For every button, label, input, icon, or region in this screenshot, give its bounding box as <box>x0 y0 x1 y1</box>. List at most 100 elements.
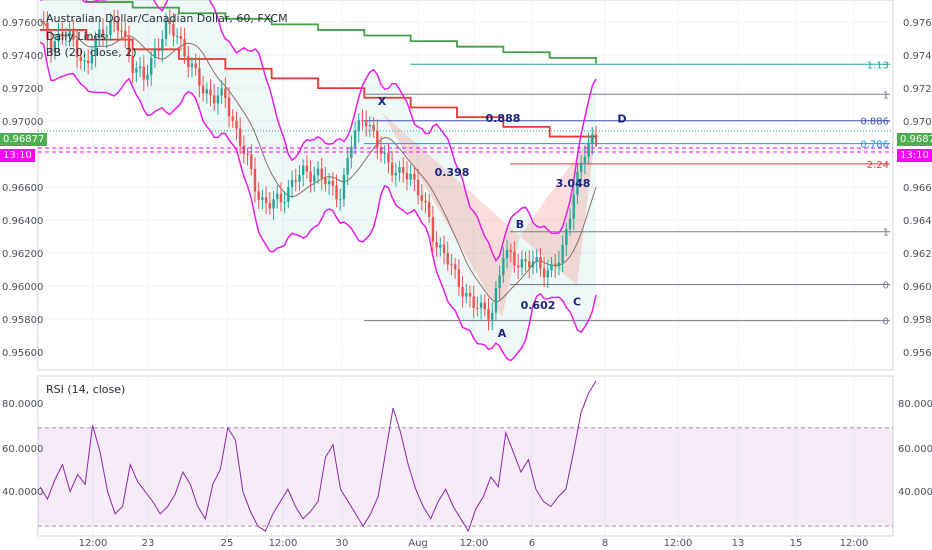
candle-body[interactable] <box>561 245 564 263</box>
candle-body[interactable] <box>457 269 461 288</box>
candle-body[interactable] <box>402 167 405 173</box>
candle-body[interactable] <box>183 39 186 57</box>
candle-body[interactable] <box>520 259 524 268</box>
main-pane[interactable] <box>37 0 894 371</box>
candle-body[interactable] <box>554 263 557 267</box>
candle-body[interactable] <box>468 292 472 297</box>
candle-body[interactable] <box>301 165 305 176</box>
candle-body[interactable] <box>505 249 509 259</box>
candle-body[interactable] <box>135 68 138 73</box>
candle-body[interactable] <box>420 195 423 201</box>
candle-body[interactable] <box>394 172 398 176</box>
candle-body[interactable] <box>227 97 231 117</box>
candle-body[interactable] <box>491 312 494 320</box>
candle-body[interactable] <box>127 36 131 56</box>
candle-body[interactable] <box>498 275 501 289</box>
candle-body[interactable] <box>298 175 301 182</box>
candle-body[interactable] <box>376 130 379 148</box>
candle-body[interactable] <box>509 249 512 252</box>
candle-body[interactable] <box>61 33 64 37</box>
candle-body[interactable] <box>439 244 442 248</box>
candle-body[interactable] <box>372 125 375 131</box>
candle-body[interactable] <box>190 63 194 67</box>
candle-body[interactable] <box>453 264 457 270</box>
candle-body[interactable] <box>187 56 190 67</box>
candle-body[interactable] <box>287 187 290 202</box>
candle-body[interactable] <box>557 262 561 267</box>
candle-body[interactable] <box>94 37 97 57</box>
candle-body[interactable] <box>179 35 183 40</box>
candle-body[interactable] <box>253 168 257 192</box>
candle-body[interactable] <box>368 125 372 127</box>
candle-body[interactable] <box>383 152 386 154</box>
candle-body[interactable] <box>79 57 82 61</box>
candle-body[interactable] <box>524 259 527 262</box>
candle-body[interactable] <box>268 203 272 209</box>
candle-body[interactable] <box>516 265 520 268</box>
candle-body[interactable] <box>220 88 223 96</box>
candle-body[interactable] <box>572 194 575 219</box>
candle-body[interactable] <box>194 63 197 69</box>
candle-body[interactable] <box>446 253 449 265</box>
candle-body[interactable] <box>424 200 427 203</box>
candle-body[interactable] <box>109 20 112 35</box>
candle-body[interactable] <box>231 116 234 121</box>
candle-body[interactable] <box>146 74 149 80</box>
candle-body[interactable] <box>472 296 475 308</box>
candle-body[interactable] <box>335 185 338 200</box>
candle-body[interactable] <box>112 20 116 22</box>
candle-body[interactable] <box>361 119 364 122</box>
candle-body[interactable] <box>431 217 435 243</box>
candle-body[interactable] <box>257 191 260 200</box>
candle-body[interactable] <box>357 119 360 131</box>
candle-body[interactable] <box>387 152 390 163</box>
candle-body[interactable] <box>594 134 598 138</box>
candle-body[interactable] <box>142 66 145 80</box>
candle-body[interactable] <box>576 171 579 195</box>
candle-body[interactable] <box>198 68 201 86</box>
candle-body[interactable] <box>290 180 294 188</box>
candle-body[interactable] <box>49 39 53 53</box>
daily-line-green[interactable] <box>40 0 597 64</box>
candle-body[interactable] <box>450 264 453 266</box>
candle-body[interactable] <box>246 153 249 155</box>
candle-body[interactable] <box>205 89 209 94</box>
candle-body[interactable] <box>72 30 75 40</box>
bollinger-upper[interactable] <box>40 0 597 263</box>
candle-body[interactable] <box>346 157 349 175</box>
candle-body[interactable] <box>364 121 368 127</box>
candle-body[interactable] <box>224 88 227 98</box>
candle-body[interactable] <box>461 287 464 297</box>
candle-body[interactable] <box>124 31 127 37</box>
candle-body[interactable] <box>201 85 205 94</box>
candle-body[interactable] <box>283 201 286 203</box>
candle-body[interactable] <box>86 60 90 64</box>
candle-body[interactable] <box>90 56 94 64</box>
candle-body[interactable] <box>539 256 542 269</box>
candle-body[interactable] <box>157 49 160 51</box>
candle-body[interactable] <box>587 143 590 157</box>
candle-body[interactable] <box>242 145 246 154</box>
candle-body[interactable] <box>168 20 171 24</box>
candle-body[interactable] <box>213 95 216 104</box>
candle-body[interactable] <box>264 197 268 204</box>
candle-body[interactable] <box>565 229 568 246</box>
candle-body[interactable] <box>442 244 446 254</box>
candle-body[interactable] <box>276 193 279 200</box>
candle-body[interactable] <box>398 167 401 173</box>
candle-body[interactable] <box>331 180 335 186</box>
candle-body[interactable] <box>324 178 327 185</box>
candle-body[interactable] <box>465 292 468 297</box>
candle-body[interactable] <box>568 218 572 230</box>
candle-body[interactable] <box>250 154 253 169</box>
indicator-daily-lines[interactable]: Daily Lines <box>46 30 106 43</box>
candle-body[interactable] <box>238 128 242 146</box>
candle-body[interactable] <box>75 39 79 58</box>
candle-body[interactable] <box>261 197 264 200</box>
candle-body[interactable] <box>53 41 57 53</box>
candle-body[interactable] <box>131 55 134 73</box>
candle-body[interactable] <box>98 29 101 38</box>
candle-body[interactable] <box>513 251 516 266</box>
candle-body[interactable] <box>161 38 164 51</box>
candle-body[interactable] <box>316 168 320 176</box>
